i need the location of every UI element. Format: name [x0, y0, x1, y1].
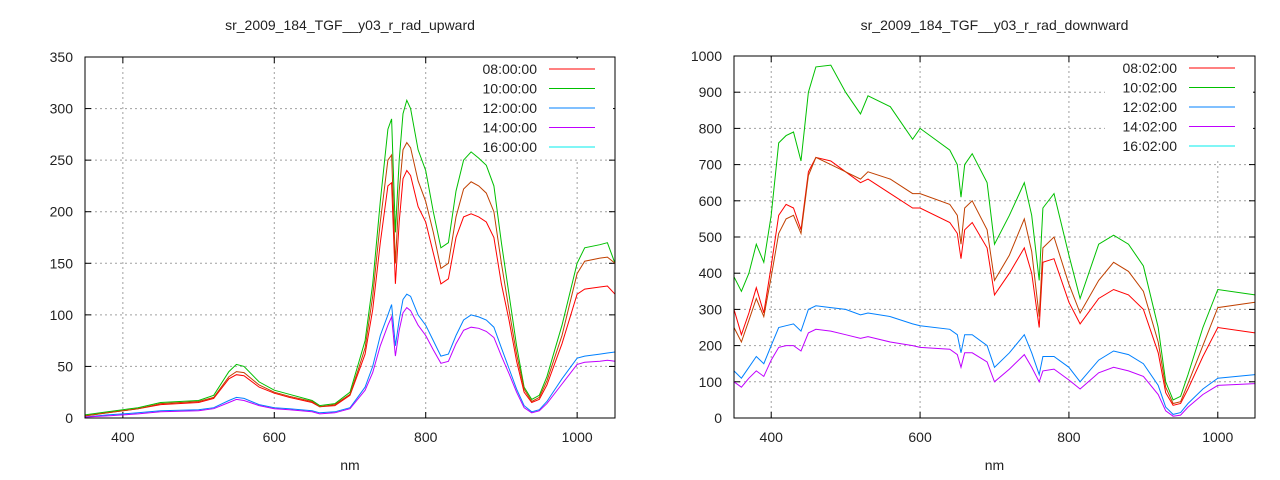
y-tick-label: 0: [714, 410, 722, 426]
legend-label: 08:00:00: [483, 61, 538, 77]
series-line-08-00-00: [84, 169, 616, 417]
series-line-12-02-00: [733, 305, 1256, 415]
x-tick-label: 400: [760, 429, 784, 445]
x-tick-label: 1000: [562, 429, 593, 445]
series-line-08-02-00: [733, 156, 1256, 406]
legend-label: 12:02:00: [1123, 99, 1178, 115]
chart-title: sr_2009_184_TGF__y03_r_rad_downward: [861, 17, 1129, 33]
x-axis-label: nm: [985, 457, 1004, 473]
legend-label: 08:02:00: [1123, 60, 1178, 76]
x-tick-label: 600: [263, 429, 287, 445]
series-line-14-02-00: [733, 328, 1256, 417]
x-tick-label: 800: [414, 429, 438, 445]
x-tick-label: 1000: [1202, 429, 1233, 445]
legend-background: [465, 59, 613, 159]
legend-label: 10:00:00: [483, 81, 538, 97]
y-tick-label: 1000: [691, 48, 722, 64]
x-tick-label: 600: [908, 429, 932, 445]
y-tick-label: 200: [50, 204, 74, 220]
y-tick-label: 600: [699, 193, 723, 209]
series-line-12-00-00: [84, 293, 616, 418]
y-tick-label: 500: [699, 229, 723, 245]
y-tick-label: 300: [699, 301, 723, 317]
y-tick-label: 250: [50, 152, 74, 168]
legend-label: 14:00:00: [483, 120, 538, 136]
y-tick-label: 200: [699, 338, 723, 354]
y-tick-label: 100: [699, 374, 723, 390]
y-tick-label: 700: [699, 157, 723, 173]
legend-label: 10:02:00: [1123, 80, 1178, 96]
series-line-14-00-00: [84, 306, 616, 418]
y-tick-label: 900: [699, 84, 723, 100]
chart-title: sr_2009_184_TGF__y03_r_rad_upward: [225, 17, 475, 33]
plot-border: [733, 55, 1256, 419]
y-tick-label: 150: [50, 255, 74, 271]
y-tick-label: 800: [699, 120, 723, 136]
series-line-unlabeled: [733, 156, 1256, 405]
legend-label: 14:02:00: [1123, 119, 1178, 135]
x-tick-label: 400: [111, 429, 135, 445]
y-tick-label: 300: [50, 101, 74, 117]
x-tick-label: 800: [1057, 429, 1081, 445]
y-tick-label: 100: [50, 307, 74, 323]
plot-border: [84, 56, 616, 419]
series-line-10-00-00: [84, 98, 616, 416]
y-tick-label: 50: [57, 358, 73, 374]
legend-label: 16:02:00: [1123, 138, 1178, 154]
series-line-unlabeled: [84, 141, 616, 417]
legend-label: 16:00:00: [483, 139, 538, 155]
series-line-10-02-00: [733, 64, 1256, 401]
legend-background: [1105, 58, 1253, 158]
y-tick-label: 400: [699, 265, 723, 281]
x-axis-label: nm: [340, 457, 359, 473]
y-tick-label: 350: [50, 49, 74, 65]
y-tick-label: 0: [65, 410, 73, 426]
legend-label: 12:00:00: [483, 100, 538, 116]
